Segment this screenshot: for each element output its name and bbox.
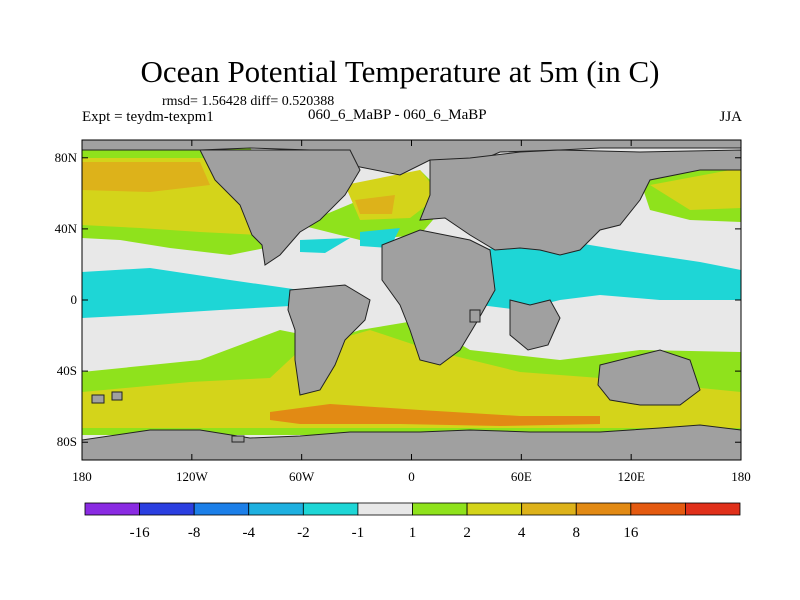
atlantic-cyan-patch xyxy=(300,238,350,253)
case-label: 060_6_MaBP - 060_6_MaBP xyxy=(308,107,487,123)
colorbar-swatch xyxy=(466,502,523,516)
indian-ocean-cyan-band xyxy=(480,240,741,310)
land-layer xyxy=(82,140,741,460)
land-northern-eastern-continent xyxy=(419,149,741,256)
x-tick-label: 120E xyxy=(617,469,645,484)
y-tick-label: 0 xyxy=(71,292,78,307)
y-tick-label: 80N xyxy=(55,150,78,165)
colorbar-label: 16 xyxy=(623,525,639,541)
north-pacific-orange-patch xyxy=(82,162,210,192)
colorbar: -16 -8 -4 -2 -1 1 2 4 8 16 xyxy=(84,502,741,541)
y-tick-label: 40N xyxy=(55,221,78,236)
land-south-eastern-continent xyxy=(509,299,561,351)
x-tick-label: 120W xyxy=(176,469,209,484)
colorbar-swatch xyxy=(248,502,304,516)
colorbar-swatch xyxy=(575,502,632,516)
experiment-label: Expt = teydm-texpm1 xyxy=(82,109,214,125)
land-island-1 xyxy=(91,394,105,404)
colorbar-swatch xyxy=(630,502,686,516)
colorbar-label: -2 xyxy=(297,525,310,541)
colorbar-swatch xyxy=(84,502,140,516)
land-antarctica xyxy=(82,424,741,460)
land-northern-western-continent xyxy=(199,149,361,266)
y-tick-label: 40S xyxy=(57,363,77,378)
stats-text: rmsd= 1.56428 diff= 0.520388 xyxy=(162,94,335,109)
colorbar-swatch xyxy=(193,502,250,516)
map-field xyxy=(82,140,741,460)
axis-ticks: 180 120W 60W 0 60E 120E 180 80N 40N 0 40S 80S xyxy=(55,140,751,484)
season-label: JJA xyxy=(719,109,742,125)
land-africa-like-continent xyxy=(381,229,496,366)
x-tick-label: 60W xyxy=(289,469,315,484)
colorbar-swatch xyxy=(685,502,741,516)
colorbar-swatch xyxy=(302,502,359,516)
land-north-polar-east xyxy=(82,140,741,176)
colorbar-label: 4 xyxy=(518,525,526,541)
land-island-2 xyxy=(111,391,123,401)
y-tick-label: 80S xyxy=(57,434,77,449)
southern-ocean-orange-streak xyxy=(270,404,600,426)
x-tick-label: 180 xyxy=(731,469,751,484)
colorbar-label: -1 xyxy=(352,525,365,541)
colorbar-swatch xyxy=(357,502,413,516)
nw-pacific-yellow-band xyxy=(650,168,741,210)
colorbar-label: 1 xyxy=(409,525,417,541)
colorbar-label: 8 xyxy=(573,525,581,541)
colorbar-swatch xyxy=(412,502,468,516)
x-tick-label: 60E xyxy=(511,469,532,484)
colorbar-swatch xyxy=(139,502,195,516)
colorbar-label: -8 xyxy=(188,525,201,541)
land-south-american-like-continent xyxy=(287,284,371,396)
x-tick-label: 0 xyxy=(408,469,415,484)
southern-ocean-yellow-band xyxy=(82,330,741,428)
land-island-4 xyxy=(231,435,245,443)
tropical-pacific-cyan-band xyxy=(82,268,300,318)
land-australia-like-continent xyxy=(597,349,701,406)
colorbar-label: -4 xyxy=(243,525,256,541)
colorbar-swatch xyxy=(521,502,577,516)
x-tick-label: 180 xyxy=(72,469,92,484)
land-island-3 xyxy=(469,309,481,323)
negative-anomaly-layer xyxy=(82,228,741,318)
north-atlantic-orange-patch xyxy=(355,195,395,214)
chart-title: Ocean Potential Temperature at 5m (in C) xyxy=(140,54,660,89)
colorbar-label: -16 xyxy=(130,525,150,541)
colorbar-label: 2 xyxy=(463,525,471,541)
